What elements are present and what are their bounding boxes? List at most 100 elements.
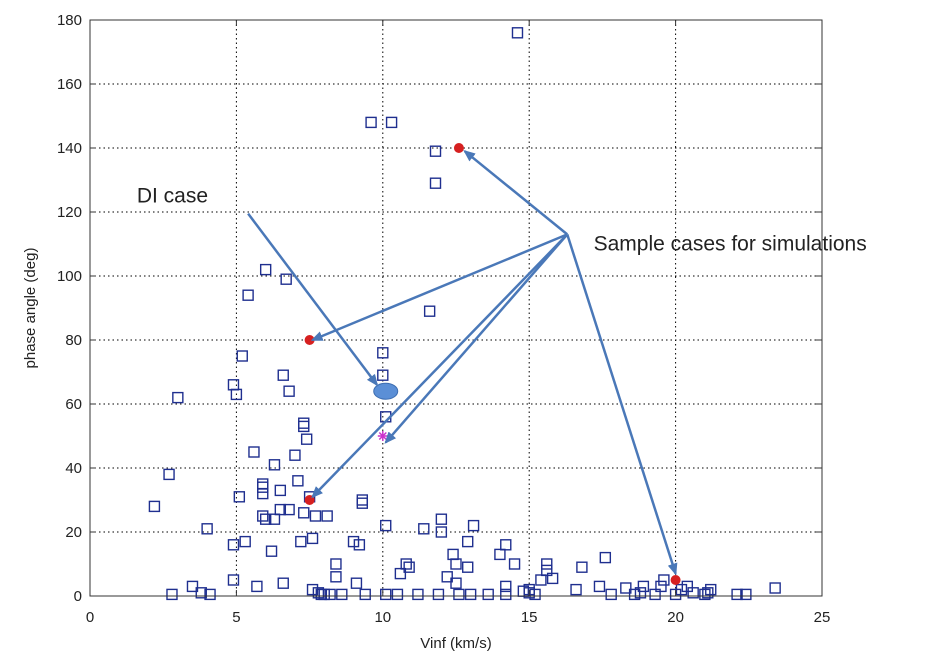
data-point-square <box>769 582 781 594</box>
data-point-square <box>593 580 606 593</box>
x-tick-label: 10 <box>374 609 391 626</box>
data-point-square <box>227 539 240 551</box>
data-point-square <box>321 510 333 522</box>
data-point-square <box>330 558 342 570</box>
data-point-square <box>251 580 263 593</box>
data-point-square <box>283 385 295 397</box>
data-point-square <box>306 532 319 545</box>
y-tick-label: 80 <box>65 332 82 349</box>
data-point-square <box>259 513 272 525</box>
data-point-square <box>380 519 392 532</box>
data-point-square <box>277 369 289 381</box>
annotation-di-case: DI case <box>137 184 208 207</box>
y-tick-label: 160 <box>57 76 82 93</box>
data-point-square <box>546 572 559 585</box>
data-point-square <box>257 510 269 522</box>
data-point-square <box>637 580 650 593</box>
simulation-asterisk-marker <box>377 431 388 441</box>
arrow-sample-asterisk <box>384 233 569 444</box>
data-point-square <box>576 561 588 573</box>
sample-case-marker <box>670 575 681 585</box>
data-point-square <box>675 583 688 596</box>
data-point-square <box>494 548 506 561</box>
data-point-square <box>227 574 240 586</box>
data-point-square <box>204 588 216 601</box>
data-point-square <box>274 484 287 497</box>
data-point-square <box>731 588 743 601</box>
data-point-square <box>163 468 175 481</box>
data-point-square <box>257 481 269 493</box>
data-point-square <box>259 263 272 276</box>
data-point-square <box>380 588 392 601</box>
arrow-sample-80 <box>310 233 568 342</box>
y-tick-label: 20 <box>65 524 82 541</box>
x-axis-label: Vinf (km/s) <box>420 635 491 652</box>
y-tick-label: 140 <box>57 140 82 157</box>
data-point-square <box>347 535 360 548</box>
data-point-square <box>570 583 582 596</box>
annotation-sample-cases: Sample cases for simulations <box>594 232 867 255</box>
data-point-square <box>365 116 377 129</box>
data-point-square <box>705 583 717 596</box>
data-point-square <box>655 580 667 593</box>
data-point-square <box>412 588 424 601</box>
data-point-square <box>230 388 243 401</box>
data-point-square <box>620 582 632 594</box>
data-point-square <box>298 420 310 433</box>
data-point-square <box>429 145 442 157</box>
y-tick-label: 180 <box>57 12 82 29</box>
data-point-square <box>432 588 445 601</box>
data-point-square <box>274 503 287 516</box>
x-tick-label: 15 <box>521 609 538 626</box>
data-point-square <box>283 503 295 516</box>
x-tick-label: 20 <box>667 609 684 626</box>
data-point-square <box>186 580 199 593</box>
arrow-sample-5 <box>566 234 678 576</box>
data-point-square <box>309 510 322 522</box>
data-point-square <box>350 577 363 589</box>
plot-frame <box>89 19 823 597</box>
data-point-square <box>265 545 278 557</box>
data-point-square <box>441 571 453 583</box>
data-point-square <box>236 350 248 362</box>
data-point-square <box>172 391 184 404</box>
data-point-square <box>508 558 521 570</box>
data-point-square <box>400 558 412 570</box>
data-point-square <box>450 558 462 570</box>
arrow-sample-30 <box>311 233 569 499</box>
axis-ticks: 0 5 10 15 20 25 0 20 40 60 80 100 120 140 160 180 <box>57 12 830 626</box>
data-point-square <box>450 577 462 589</box>
x-tick-label: 0 <box>86 609 94 626</box>
data-points <box>148 27 781 601</box>
data-point-square <box>242 289 254 301</box>
data-point-square <box>312 587 325 599</box>
data-point-square <box>239 535 251 548</box>
sample-case-marker <box>453 143 464 153</box>
data-point-square <box>541 564 553 577</box>
data-point-square <box>429 177 442 189</box>
di-case-marker <box>373 382 399 400</box>
data-point-square <box>148 500 161 513</box>
data-point-square <box>464 588 477 601</box>
data-point-square <box>500 588 512 601</box>
data-point-square <box>535 574 547 586</box>
data-point-square <box>462 535 474 548</box>
data-point-square <box>233 491 246 503</box>
data-point-square <box>195 587 207 599</box>
data-point-square <box>740 588 752 601</box>
data-point-square <box>500 580 512 593</box>
data-point-square <box>482 588 494 601</box>
data-point-square <box>658 574 670 586</box>
data-point-square <box>453 588 465 601</box>
data-point-square <box>248 446 260 458</box>
data-point-square <box>277 577 289 589</box>
data-point-square <box>687 587 699 599</box>
data-point-square <box>634 587 647 599</box>
data-point-square <box>423 305 436 317</box>
data-point-square <box>467 519 480 532</box>
annotations: DI case Sample cases for simulations <box>137 184 867 255</box>
data-point-square <box>268 513 281 525</box>
data-point-square <box>166 588 178 601</box>
data-point-square <box>377 347 389 359</box>
